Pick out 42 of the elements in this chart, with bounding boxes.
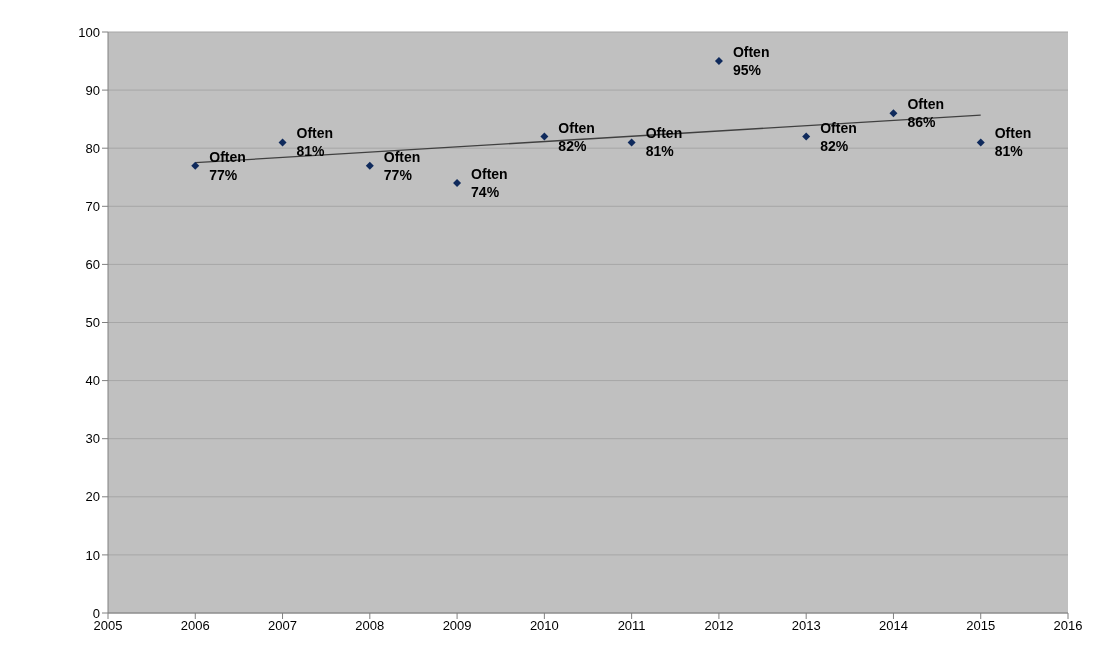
data-label: Often 86% <box>907 96 945 131</box>
data-label: Often 82% <box>820 119 857 154</box>
x-tick-label: 2012 <box>704 618 734 634</box>
data-label: Often 77% <box>209 148 246 183</box>
data-label: Often 74% <box>471 166 508 201</box>
x-tick-label: 2006 <box>180 618 210 634</box>
point <box>889 109 898 118</box>
x-tick-label: 2007 <box>268 618 298 634</box>
data-label: Often 95% <box>732 44 770 79</box>
y-tick-label: 90 <box>85 82 100 98</box>
point <box>453 179 462 188</box>
x-tick-label: 2016 <box>1053 618 1083 634</box>
point <box>714 57 723 66</box>
point <box>191 161 200 170</box>
x-tick-label: 2009 <box>442 618 472 634</box>
x-tick-label: 2013 <box>791 618 821 634</box>
x-tick-label: 2005 <box>93 618 123 634</box>
data-label: Often 81% <box>296 125 334 160</box>
point <box>365 161 374 170</box>
data-label: Often 77% <box>383 148 421 183</box>
x-tick-label: 2014 <box>878 618 908 634</box>
y-tick-label: 100 <box>78 24 100 40</box>
x-tick-label: 2015 <box>966 618 996 634</box>
y-tick-label: 0 <box>92 605 100 621</box>
data-label: Often 81% <box>994 125 1032 160</box>
point <box>278 138 287 147</box>
y-tick-label: 60 <box>85 257 100 273</box>
y-tick-label: 50 <box>85 315 100 331</box>
data-label: Often 82% <box>558 119 595 154</box>
x-tick-label: 2011 <box>617 618 646 634</box>
point <box>627 138 636 147</box>
point <box>802 132 811 141</box>
point <box>976 138 985 147</box>
y-tick-label: 40 <box>85 373 100 389</box>
point <box>540 132 549 141</box>
y-tick-label: 10 <box>85 547 100 563</box>
y-tick-label: 80 <box>85 140 100 156</box>
x-tick-label: 2008 <box>355 618 385 634</box>
x-tick-label: 2010 <box>529 618 559 634</box>
y-tick-label: 70 <box>85 198 100 214</box>
y-tick-label: 30 <box>85 431 100 447</box>
y-tick-label: 20 <box>85 489 100 505</box>
